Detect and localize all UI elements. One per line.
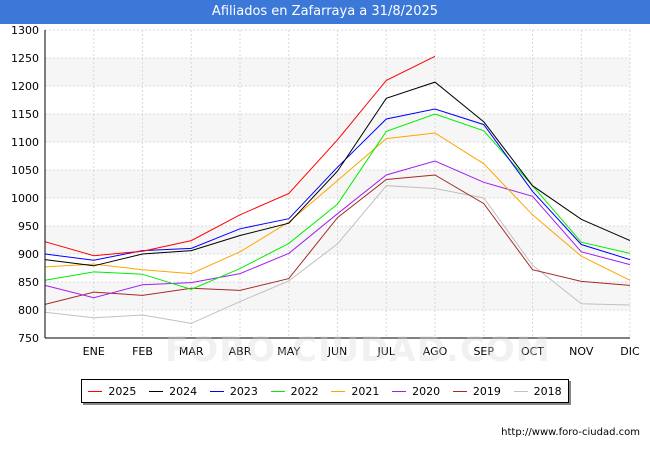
legend-item-2025: 2025 [88,385,136,398]
y-tick-label: 1200 [11,80,39,93]
series-line-2020 [44,160,631,299]
chart-title: Afiliados en Zafarraya a 31/8/2025 [0,0,650,24]
legend-item-2023: 2023 [209,384,258,398]
legend-swatch [270,390,285,392]
series-lines [44,55,631,324]
legend-label: 2022 [290,384,319,398]
x-tick-label: NOV [569,345,594,358]
x-tick-label: JUL [377,345,396,358]
legend-item-2019: 2019 [452,384,501,398]
legend-item-2022: 2022 [270,384,319,398]
y-axis-ticks: 750 800 850 900 950 1000 1050 1100 1150 1200 1250 1… [11,24,39,345]
series-line-2021 [44,132,631,281]
legend-swatch [88,390,103,392]
legend-label: 2019 [472,384,501,398]
series-line-2019 [44,174,631,305]
legend-label: 2020 [412,384,441,398]
y-tick-label: 1300 [11,24,39,37]
legend-swatch [149,390,164,392]
series-line-2018 [44,185,631,324]
watermark-text: FORO-CIUDAD.COM [165,330,551,370]
legend-label: 2021 [351,384,380,398]
source-url: http://www.foro-ciudad.com [501,427,640,438]
legend-item-2021: 2021 [331,385,379,398]
y-tick-label: 900 [18,248,39,261]
series-line-2023 [44,108,631,261]
y-tick-label: 1050 [11,164,39,177]
legend-item-2020: 2020 [392,385,440,398]
x-axis-ticks: ENE FEB MAR ABR MAY JUN JUL AGO SEP OCT NOV DIC [83,345,640,358]
x-tick-label: ABR [229,345,252,358]
x-tick-label: DIC [620,345,640,358]
line-chart: 750 800 850 900 950 1000 1050 1100 1150 1200 1250 1… [11,24,640,358]
y-tick-label: 950 [18,220,39,233]
x-tick-label: MAY [277,345,300,358]
legend-swatch [392,390,407,392]
x-tick-label: OCT [521,345,544,358]
x-tick-label: SEP [473,345,494,358]
x-tick-label: FEB [132,345,153,358]
x-tick-label: MAR [179,345,204,358]
y-tick-label: 750 [18,332,39,345]
series-line-2024 [44,81,631,267]
x-tick-label: AGO [423,345,448,358]
series-line-2025 [44,55,436,257]
legend-item-2018: 2018 [513,384,562,398]
y-tick-label: 1250 [11,52,39,65]
y-tick-label: 1000 [11,192,39,205]
legend-swatch [209,390,224,392]
legend-label: 2024 [169,384,198,398]
legend-swatch [452,390,467,392]
legend-swatch [331,390,346,392]
chart-legend: 2025 2024 2023 2022 2021 2020 2019 2018 [81,379,569,403]
legend-label: 2018 [533,384,562,398]
y-tick-label: 1100 [11,136,39,149]
x-tick-label: JUN [327,345,348,358]
y-tick-label: 1150 [11,108,39,121]
x-tick-label: ENE [83,345,105,358]
legend-label: 2025 [108,384,137,398]
legend-item-2024: 2024 [149,385,197,398]
y-tick-label: 850 [18,276,39,289]
legend-label: 2023 [229,384,258,398]
y-tick-label: 800 [18,304,39,317]
legend-swatch [513,390,528,392]
